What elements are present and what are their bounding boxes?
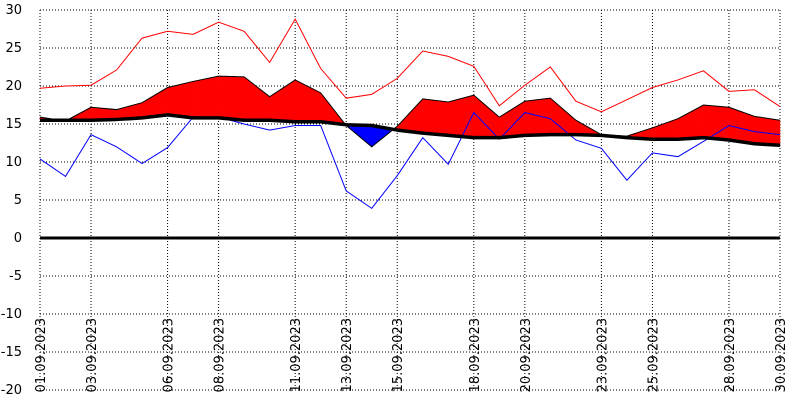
warm-anomaly-fill	[652, 118, 679, 140]
warm-anomaly-fill	[269, 79, 296, 122]
x-tick-label: 03.09.2023	[85, 318, 100, 392]
x-tick-label: 23.09.2023	[595, 318, 610, 392]
y-tick-label: -5	[9, 269, 22, 284]
y-tick-label: 10	[5, 155, 22, 170]
y-tick-label: 0	[14, 231, 22, 246]
y-tick-label: 25	[5, 41, 22, 56]
warm-anomaly-fill	[754, 116, 781, 146]
x-tick-label: 18.09.2023	[468, 318, 483, 392]
x-tick-label: 08.09.2023	[213, 318, 228, 392]
y-tick-label: 15	[5, 117, 22, 132]
x-tick-label: 25.09.2023	[646, 318, 661, 392]
warm-anomaly-fill	[499, 100, 526, 138]
y-tick-label: -20	[1, 383, 22, 398]
y-tick-label: 30	[5, 3, 22, 18]
warm-anomaly-fill	[141, 87, 168, 119]
x-tick-label: 13.09.2023	[340, 318, 355, 392]
grid-layer	[39, 9, 781, 391]
y-tick-label: 20	[5, 79, 22, 94]
x-tick-label: 06.09.2023	[162, 318, 177, 392]
fill-layer	[39, 75, 781, 148]
warm-anomaly-fill	[422, 98, 449, 136]
warm-anomaly-fill	[243, 76, 270, 121]
mean-temperature-line	[39, 75, 781, 148]
label-layer: 30 25 20 15 10 5 0 -5 -10 -15 -20 01.09.2023 03.09.2…	[1, 3, 789, 398]
max-temperature-line	[39, 18, 781, 113]
warm-anomaly-fill	[218, 75, 245, 121]
warm-anomaly-fill	[396, 98, 424, 134]
warm-anomaly-fill	[703, 104, 730, 141]
norm-temperature-line	[40, 113, 781, 148]
y-tick-label: -10	[1, 307, 22, 322]
y-tick-label: -15	[1, 345, 22, 360]
line-layer	[39, 18, 781, 240]
warm-anomaly-fill	[524, 97, 551, 136]
x-tick-label: 01.09.2023	[34, 318, 49, 392]
warm-anomaly-fill	[192, 75, 219, 119]
warm-anomaly-fill	[728, 106, 755, 145]
x-tick-label: 15.09.2023	[391, 318, 406, 392]
x-tick-label: 11.09.2023	[289, 318, 304, 392]
x-tick-label: 20.09.2023	[519, 318, 534, 392]
x-tick-label: 30.09.2023	[774, 318, 789, 392]
y-tick-label: 5	[14, 193, 22, 208]
min-temperature-line	[39, 111, 781, 210]
x-tick-label: 28.09.2023	[723, 318, 738, 392]
warm-anomaly-fill	[448, 94, 475, 138]
warm-anomaly-fill	[677, 104, 704, 140]
